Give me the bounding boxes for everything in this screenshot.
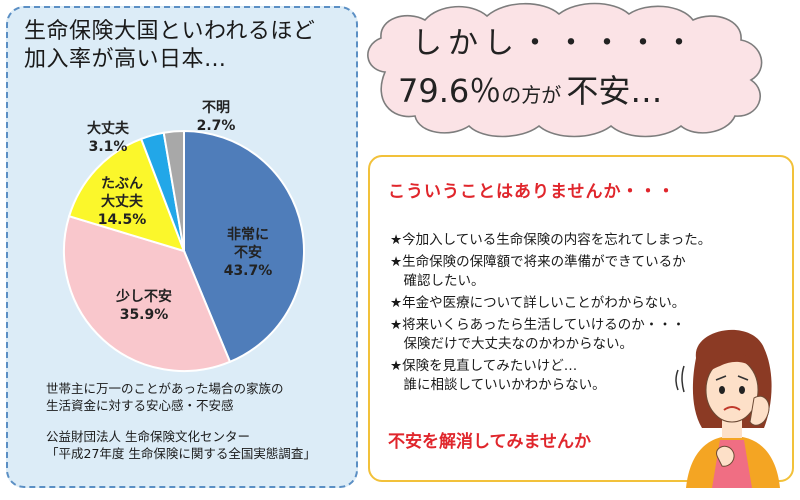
cloud-callout: しかし・・・・・ 79.6％の方が 不安… [355,0,795,140]
worried-woman-illustration [675,329,780,488]
cloud-connector: の方が [501,83,562,107]
checklist-item: ★生命保険の保障額で将来の準備ができているか 確認したい。 [390,254,686,289]
cloud-line-however: しかし・・・・・ [412,26,700,61]
checklist-item: ★保険を見直してみたいけど… 誰に相談していいかわからない。 [390,358,606,393]
pie-slice-very-anxious [183,129,305,364]
pie-label-unknown: 不明 2.7% [196,100,236,134]
pie-label-ok: 大丈夫 3.1% [87,121,129,155]
pie-label-very-anxious: 非常に 不安 43.7% [223,227,273,279]
call-to-action: 不安を解消してみませんか [388,432,591,452]
checklist: ★今加入している生命保険の内容を忘れてしまった。 ★生命保険の保障額で将来の準備… [390,231,711,398]
left-panel-title: 生命保険大国といわれるほど 加入率が高い日本… [24,19,316,72]
chart-source: 公益財団法人 生命保険文化センター 「平成27年度 生命保険に関する全国実態調査… [46,429,316,461]
pie-slice-probably-ok [67,137,186,253]
pie-slice-somewhat-anxious [63,214,232,372]
cloud-anxious: 不安… [566,72,663,110]
checklist-heading: こういうことはありませんか・・・ [388,182,676,202]
cloud-line-statistic: 79.6％の方が 不安… [398,66,662,112]
cloud-shape [367,2,763,138]
checklist-item: ★年金や医療について詳しいことがわからない。 [390,295,686,311]
pie-slice-unknown [162,129,185,252]
checklist-item: ★将来いくらあったら生活していけるのか・・・ 保険だけで大丈夫なのかわからない。 [390,317,686,352]
pie-chart [63,129,305,372]
checklist-item: ★今加入している生命保険の内容を忘れてしまった。 [390,232,712,248]
pie-label-somewhat-anxious: 少し不安 35.9% [116,289,172,323]
chart-caption: 世帯主に万一のことがあった場合の家族の 生活資金に対する安心感・不安感 [46,381,284,413]
pie-label-probably-ok: たぶん 大丈夫 14.5% [97,176,147,228]
cloud-percentage: 79.6％ [398,72,502,110]
